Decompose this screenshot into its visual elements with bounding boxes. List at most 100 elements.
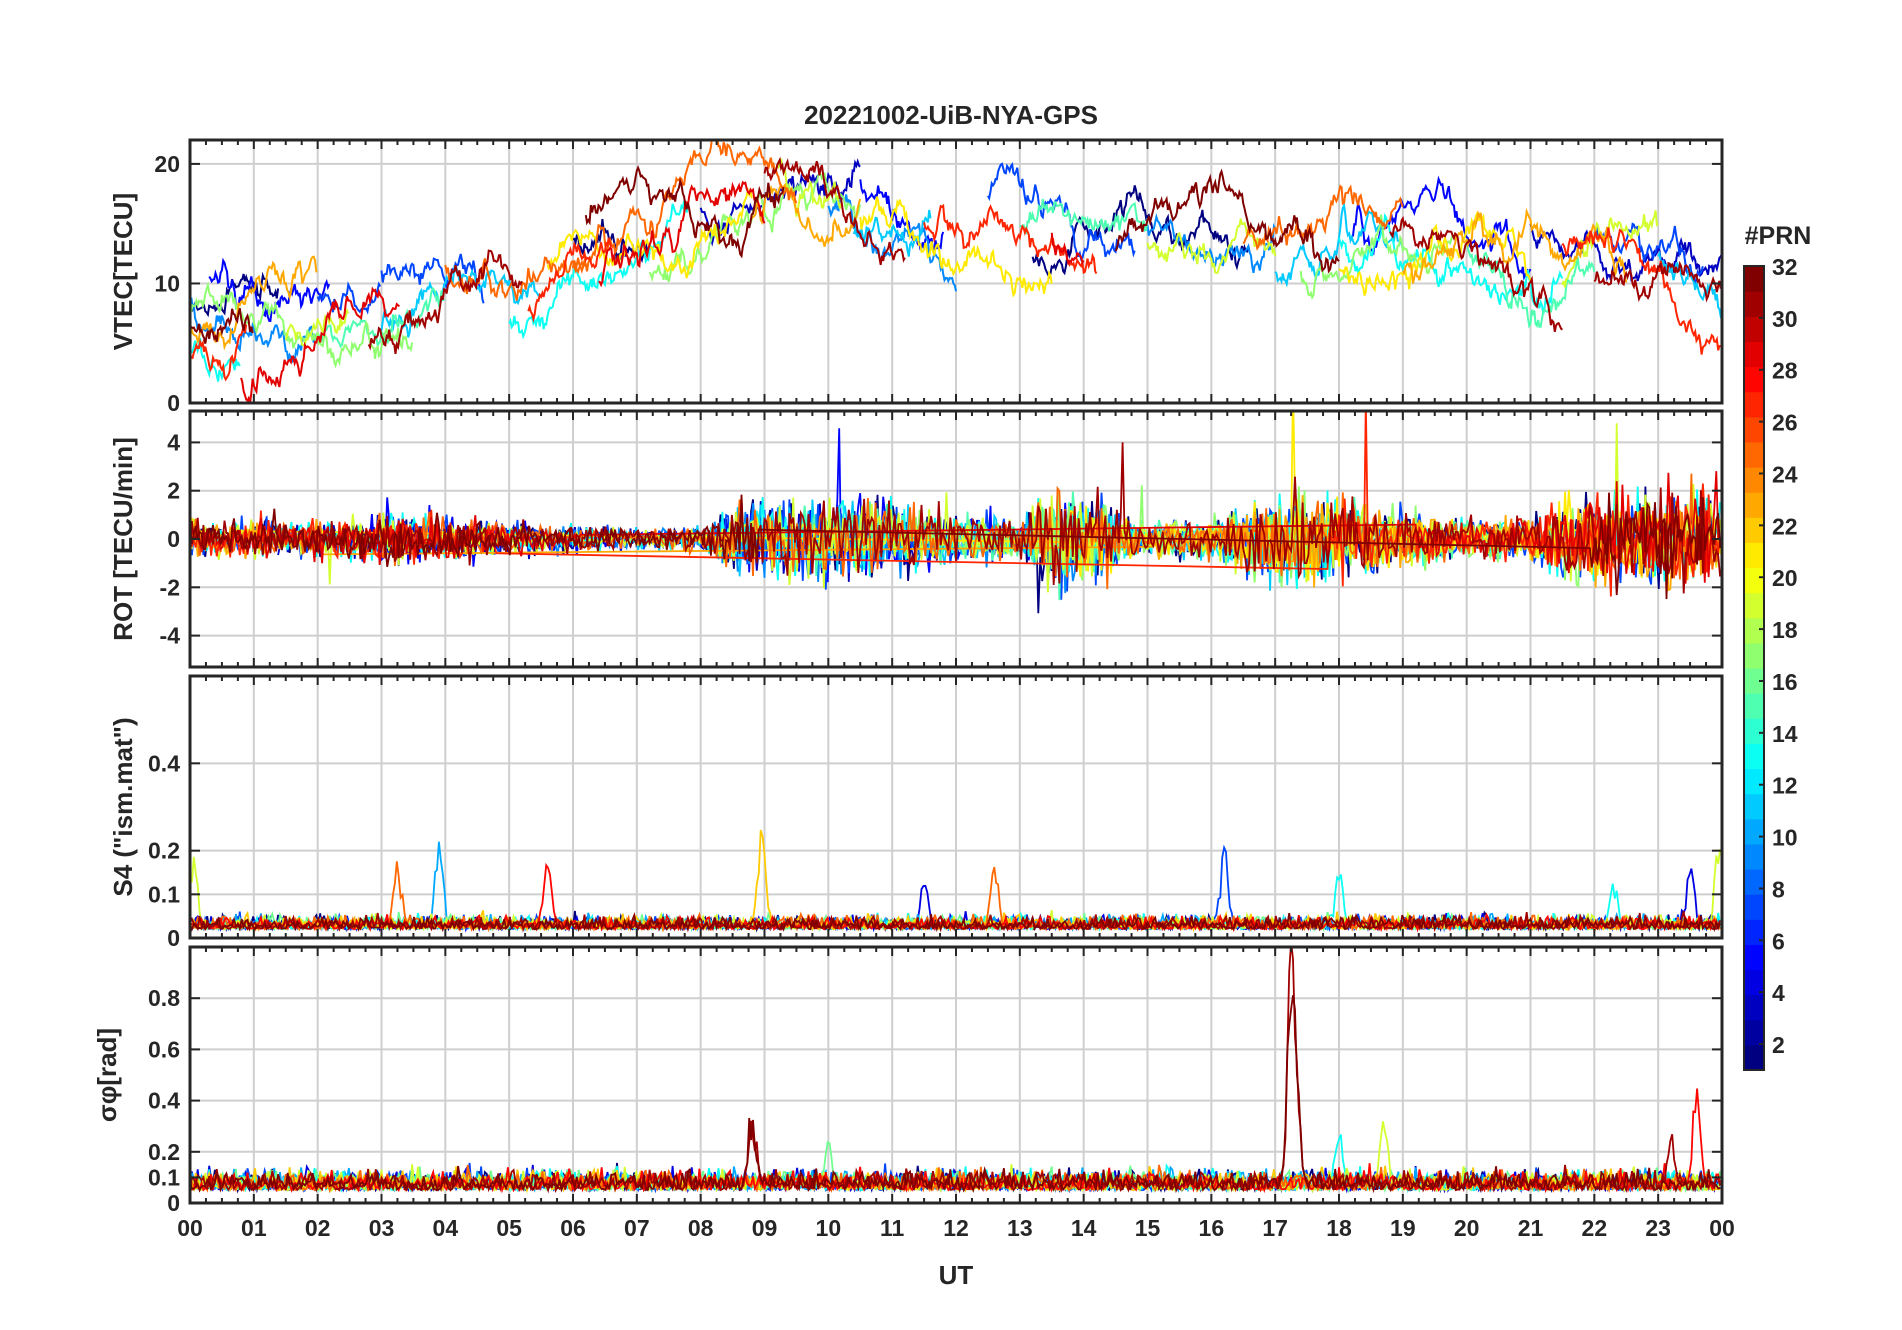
x-tick-label: 11 [880, 1215, 905, 1241]
colorbar-tick-label: 4 [1772, 980, 1785, 1006]
x-tick-label: 03 [369, 1215, 395, 1241]
colorbar-step [1744, 869, 1764, 895]
colorbar-title: #PRN [1745, 222, 1812, 250]
y-tick-label: 0 [167, 526, 180, 552]
x-tick-label: 16 [1199, 1215, 1225, 1241]
vtec-line-prn-32 [584, 165, 785, 259]
vtec-line-prn-29 [240, 286, 401, 403]
vtec-line-prn-11 [380, 264, 542, 338]
vtec-line-prn-3 [1529, 223, 1722, 282]
y-axis-label: VTEC[TECU] [108, 193, 138, 350]
colorbar-tick-label: 20 [1772, 565, 1798, 591]
colorbar-step [1744, 592, 1764, 619]
vtec-line-prn-23 [1401, 207, 1628, 284]
colorbar-step [1744, 1044, 1764, 1071]
colorbar-frame [1743, 265, 1765, 1071]
panel-data [190, 411, 1721, 614]
colorbar-tick-label: 2 [1772, 1032, 1785, 1058]
vtec-line-prn-27 [1561, 227, 1722, 355]
panel-4: 00.10.2 0.4 0.6 0.8 σφ[rad] [92, 945, 1724, 1216]
x-tick-label: 12 [943, 1215, 969, 1241]
vtec-line-prn-21 [859, 196, 1053, 298]
x-tick-label: 00 [177, 1215, 203, 1241]
vtec-line-prn-9 [1146, 213, 1277, 274]
colorbar-step [1744, 919, 1764, 945]
panel-3: 0 0.1 0.2 0.4 S4 ("ism.mat") [108, 674, 1724, 951]
vtec-line-prn-7 [380, 253, 485, 304]
colorbar-step [1744, 366, 1764, 393]
scint-line-prn-32 [190, 911, 1721, 933]
vtec-line-prn-13 [1338, 212, 1564, 315]
colorbar-step [1744, 416, 1764, 443]
y-tick-label: 0.2 [148, 838, 180, 864]
y-tick-label: 10 [154, 270, 180, 296]
y-axis-label: σφ[rad] [92, 1028, 122, 1122]
x-tick-label: 14 [1071, 1215, 1097, 1241]
panel-2: -4 -2 0 2 4 ROT [TECU/min] [108, 409, 1724, 669]
x-tick-label: 21 [1518, 1215, 1544, 1241]
panel-data [190, 947, 1721, 1194]
vtec-line-prn-19 [1146, 218, 1277, 274]
x-tick-label: 18 [1326, 1215, 1352, 1241]
y-tick-label: 0.4 [148, 750, 180, 776]
x-axis-label: UT [939, 1260, 974, 1290]
vtec-line-prn-25 [444, 256, 587, 301]
colorbar-tick-label: 6 [1772, 928, 1785, 954]
colorbar-step [1744, 818, 1764, 845]
y-tick-label: 20 [154, 151, 180, 177]
colorbar-step [1744, 316, 1764, 342]
chart-title: 20221002-UiB-NYA-GPS [804, 100, 1098, 130]
colorbar-step [1744, 341, 1764, 368]
colorbar-step [1744, 542, 1764, 569]
colorbar-tick-label: 16 [1772, 669, 1798, 695]
vtec-line-prn-13 [508, 200, 689, 340]
vtec-line-prn-29 [598, 180, 766, 288]
x-tick-label: 02 [305, 1215, 331, 1241]
colorbar-tick-label: 22 [1772, 513, 1798, 539]
colorbar-step [1744, 467, 1764, 493]
y-tick-label: 0.1 [148, 1164, 180, 1190]
colorbar-step [1744, 944, 1764, 971]
vtec-line-prn-17 [1299, 214, 1455, 300]
vtec-line-prn-1 [1031, 185, 1251, 280]
vtec-line-prn-15 [1019, 198, 1149, 236]
panel-data [190, 140, 1722, 403]
vtec-line-prn-1 [190, 271, 280, 318]
colorbar-step [1744, 1019, 1764, 1046]
colorbar-step [1744, 567, 1764, 594]
x-tick-label: 19 [1390, 1215, 1416, 1241]
vtec-line-prn-19 [284, 307, 350, 347]
y-tick-label: 0.2 [148, 1139, 180, 1165]
colorbar-tick-label: 12 [1772, 773, 1798, 799]
vtec-line-prn-5 [208, 257, 331, 323]
colorbar-tick-label: 8 [1772, 876, 1785, 902]
scint-line-prn-32 [190, 995, 1721, 1194]
colorbar-step [1744, 994, 1764, 1021]
vtec-line-prn-27 [527, 237, 613, 323]
y-tick-label: -2 [160, 574, 180, 600]
x-tick-label: 09 [752, 1215, 778, 1241]
colorbar-step [1744, 793, 1764, 820]
colorbar-tick-label: 28 [1772, 358, 1798, 384]
scint-line-prn-31 [190, 947, 1721, 1194]
colorbar-step [1744, 843, 1764, 870]
vtec-line-prn-31 [763, 156, 906, 266]
colorbar-step [1744, 441, 1764, 468]
colorbar-tick-label: 26 [1772, 410, 1798, 436]
x-tick-label: 04 [433, 1215, 459, 1241]
x-tick-label: 06 [560, 1215, 586, 1241]
x-tick-label: 01 [241, 1215, 267, 1241]
x-tick-label: 23 [1645, 1215, 1671, 1241]
x-tick-label: 07 [624, 1215, 650, 1241]
x-tick-label: 13 [1007, 1215, 1033, 1241]
colorbar-step [1744, 718, 1764, 744]
panel-data [190, 829, 1721, 933]
x-tick-label: 08 [688, 1215, 714, 1241]
panel-1: 0 10 20 VTEC[TECU] [108, 138, 1724, 416]
vtec-line-prn-31 [367, 249, 523, 355]
colorbar-step [1744, 642, 1764, 669]
colorbar-step [1744, 969, 1764, 996]
colorbar-step [1744, 617, 1764, 644]
